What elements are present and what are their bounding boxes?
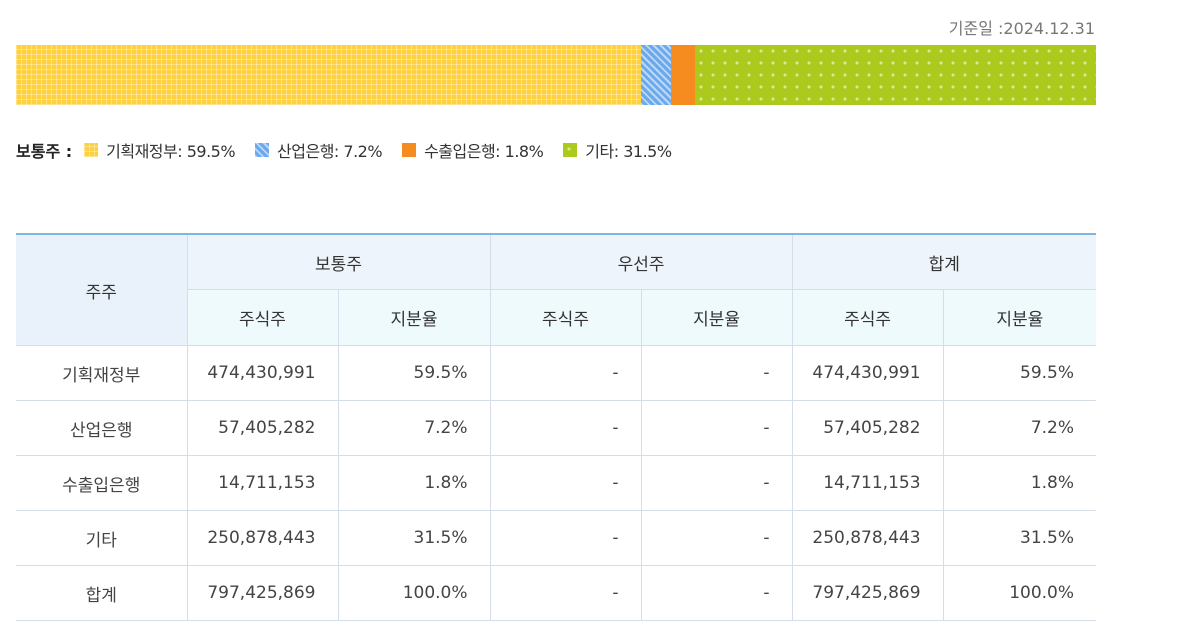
- bar-segment-kexim: [670, 45, 696, 105]
- total-ratio: 100.0%: [942, 565, 1097, 621]
- total-ratio: 7.2%: [942, 400, 1097, 456]
- legend-title: 보통주 :: [16, 142, 73, 161]
- total-shares: 14,711,153: [791, 455, 944, 511]
- owner-name: 합계: [16, 565, 188, 621]
- legend-item-other: 기타: 31.5%: [563, 138, 672, 162]
- shareholding-bar: [16, 45, 1096, 105]
- owner-name: 기획재정부: [16, 345, 188, 401]
- legend-item-mof: 기획재정부: 59.5%: [84, 138, 236, 162]
- preferred-stock-header: 우선주: [489, 233, 793, 290]
- legend-item-kexim: 수출입은행: 1.8%: [402, 138, 544, 162]
- total-header: 합계: [791, 233, 1097, 290]
- table-row: 기타 250,878,443 31.5% - - 250,878,443 31.…: [16, 510, 1097, 566]
- total-ratio: 1.8%: [942, 455, 1097, 511]
- common-shares: 797,425,869: [186, 565, 339, 621]
- total-shares-header: 주식주: [791, 289, 944, 346]
- common-shares: 57,405,282: [186, 400, 339, 456]
- common-ratio: 31.5%: [337, 510, 491, 566]
- owner-name: 산업은행: [16, 400, 188, 456]
- legend-item-kdb: 산업은행: 7.2%: [255, 138, 383, 162]
- preferred-shares: -: [489, 455, 642, 511]
- total-shares: 797,425,869: [791, 565, 944, 621]
- preferred-shares: -: [489, 565, 642, 621]
- preferred-ratio: -: [640, 455, 793, 511]
- total-ratio-header: 지분율: [942, 289, 1097, 346]
- table-row: 수출입은행 14,711,153 1.8% - - 14,711,153 1.8…: [16, 455, 1097, 511]
- shareholder-table: 주주 보통주 우선주 합계 주식주 지분율 주식주 지분율 주식주 지분율 기획…: [16, 233, 1097, 621]
- preferred-shares: -: [489, 510, 642, 566]
- blue-swatch-icon: [255, 143, 270, 157]
- table-row-total: 합계 797,425,869 100.0% - - 797,425,869 10…: [16, 565, 1097, 621]
- total-shares: 474,430,991: [791, 345, 944, 401]
- common-shares: 250,878,443: [186, 510, 339, 566]
- legend-label: 기획재정부: 59.5%: [106, 142, 236, 161]
- common-shares: 14,711,153: [186, 455, 339, 511]
- owner-column-header: 주주: [16, 233, 188, 346]
- table-row: 산업은행 57,405,282 7.2% - - 57,405,282 7.2%: [16, 400, 1097, 456]
- preferred-shares-header: 주식주: [489, 289, 642, 346]
- total-shares: 57,405,282: [791, 400, 944, 456]
- bar-segment-mof: [16, 45, 641, 105]
- legend: 보통주 : 기획재정부: 59.5% 산업은행: 7.2% 수출입은행: 1.8…: [16, 138, 692, 162]
- bar-segment-other: [695, 45, 1096, 105]
- preferred-ratio: -: [640, 345, 793, 401]
- owner-name: 기타: [16, 510, 188, 566]
- legend-label: 수출입은행: 1.8%: [424, 142, 544, 161]
- total-ratio: 59.5%: [942, 345, 1097, 401]
- owner-name: 수출입은행: [16, 455, 188, 511]
- preferred-ratio-header: 지분율: [640, 289, 793, 346]
- common-shares-header: 주식주: [187, 289, 339, 346]
- table-row: 기획재정부 474,430,991 59.5% - - 474,430,991 …: [16, 345, 1097, 401]
- common-shares: 474,430,991: [186, 345, 339, 401]
- preferred-ratio: -: [640, 400, 793, 456]
- bar-segment-kdb: [640, 45, 671, 105]
- green-swatch-icon: [563, 143, 578, 157]
- preferred-shares: -: [489, 345, 642, 401]
- preferred-shares: -: [489, 400, 642, 456]
- legend-label: 기타: 31.5%: [585, 142, 672, 161]
- preferred-ratio: -: [640, 510, 793, 566]
- total-shares: 250,878,443: [791, 510, 944, 566]
- total-ratio: 31.5%: [942, 510, 1097, 566]
- common-ratio-header: 지분율: [337, 289, 491, 346]
- common-ratio: 7.2%: [337, 400, 491, 456]
- common-ratio: 59.5%: [337, 345, 491, 401]
- yellow-swatch-icon: [84, 143, 99, 157]
- common-ratio: 100.0%: [337, 565, 491, 621]
- orange-swatch-icon: [402, 143, 417, 157]
- preferred-ratio: -: [640, 565, 793, 621]
- common-ratio: 1.8%: [337, 455, 491, 511]
- base-date-label: 기준일 :2024.12.31: [948, 19, 1095, 38]
- common-stock-header: 보통주: [186, 233, 491, 290]
- legend-label: 산업은행: 7.2%: [277, 142, 383, 161]
